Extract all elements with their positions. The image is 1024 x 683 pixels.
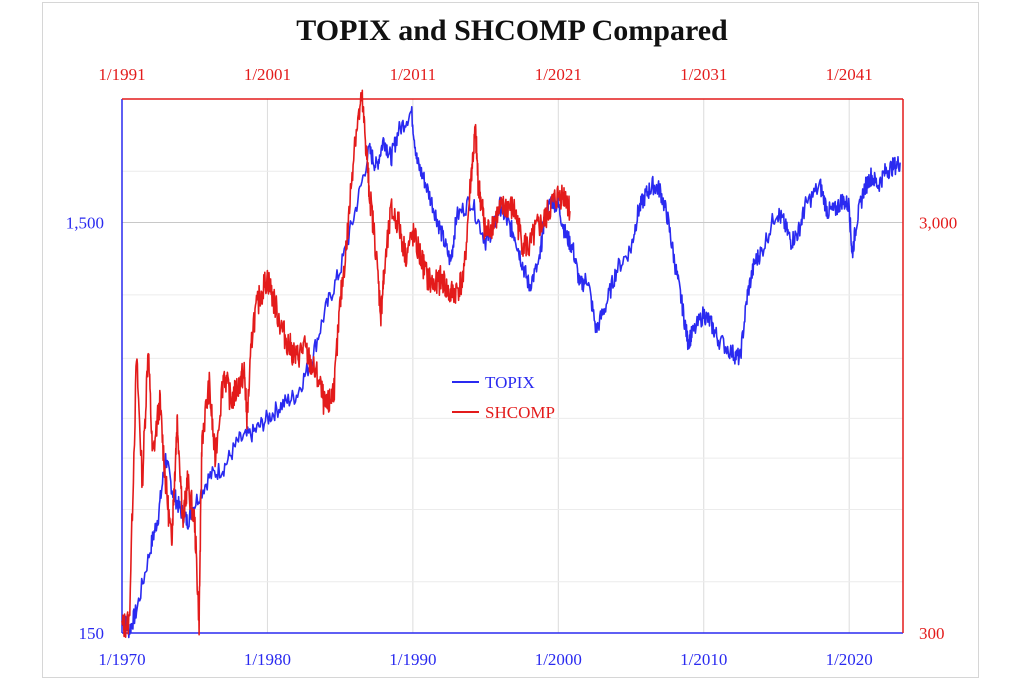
legend-label-topix: TOPIX (485, 373, 535, 392)
x-bottom-tick-label-3: 1/2000 (535, 650, 582, 669)
x-bottom-tick-label-4: 1/2010 (680, 650, 727, 669)
x-top-tick-label-0: 1/1991 (98, 65, 145, 84)
series-lines (121, 89, 901, 639)
x-bottom-tick-label-5: 1/2020 (826, 650, 873, 669)
gridlines (121, 99, 903, 633)
x-top-tick-label-2: 1/2011 (390, 65, 437, 84)
legend-label-shcomp: SHCOMP (485, 403, 555, 422)
tick-labels: 1/1970 1/1980 1/1990 1/2000 1/2010 1/2020 1/19… (66, 65, 958, 669)
x-bottom-tick-label-0: 1/1970 (98, 650, 145, 669)
chart-title: TOPIX and SHCOMP Compared (296, 14, 728, 47)
series-line-shcomp (121, 89, 571, 638)
y-right-tick-label-0: 300 (919, 624, 945, 643)
y-left-tick-label-1: 1,500 (66, 214, 104, 233)
chart-frame (42, 2, 979, 678)
x-top-tick-label-4: 1/2031 (680, 65, 727, 84)
axes (121, 98, 904, 634)
y-right-tick-label-1: 3,000 (919, 214, 957, 233)
x-bottom-tick-label-1: 1/1980 (244, 650, 291, 669)
y-left-tick-label-0: 150 (79, 624, 105, 643)
series-line-topix (121, 106, 901, 639)
x-top-tick-label-5: 1/2041 (826, 65, 873, 84)
x-top-tick-label-3: 1/2021 (535, 65, 582, 84)
x-bottom-tick-label-2: 1/1990 (389, 650, 436, 669)
x-top-tick-label-1: 1/2001 (244, 65, 291, 84)
legend: TOPIX SHCOMP (452, 373, 555, 422)
